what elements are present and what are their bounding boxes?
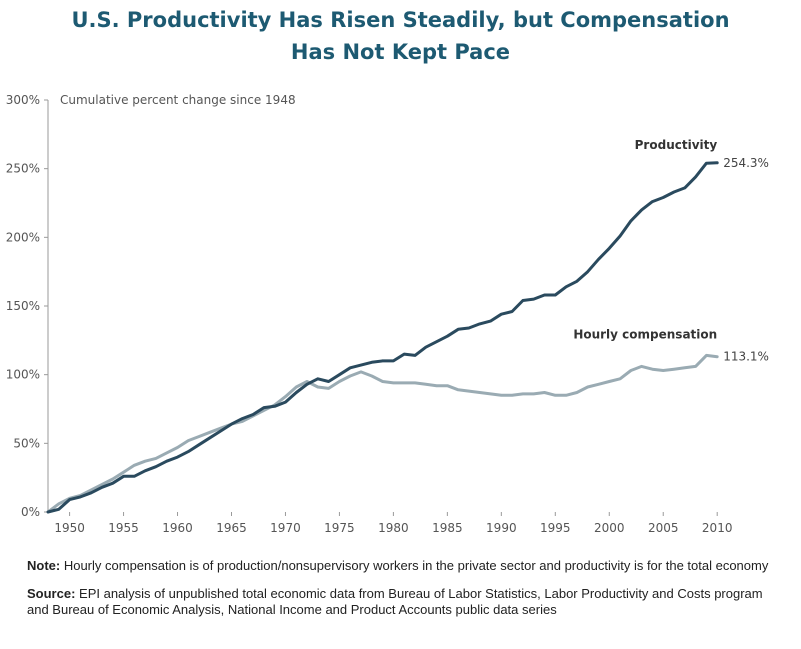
source-label: Source: bbox=[27, 586, 76, 601]
chart-title-line-2: Has Not Kept Pace bbox=[290, 40, 511, 64]
productivity-end-value-label: 254.3% bbox=[723, 156, 769, 170]
y-tick-label: 150% bbox=[6, 299, 40, 313]
x-tick-label: 1955 bbox=[108, 521, 139, 535]
line-chart: 0% 50% 100% 150% 200% 250% 300% Cumulative perc… bbox=[6, 93, 769, 535]
x-tick-label: 1975 bbox=[324, 521, 355, 535]
x-tick-label: 1965 bbox=[216, 521, 247, 535]
source-paragraph: Source: EPI analysis of unpublished tota… bbox=[27, 586, 787, 618]
x-tick-label: 1980 bbox=[378, 521, 409, 535]
y-axis-label: Cumulative percent change since 1948 bbox=[60, 93, 296, 107]
note-text: Hourly compensation is of production/non… bbox=[60, 558, 769, 573]
x-tick-label: 1950 bbox=[54, 521, 85, 535]
productivity-line bbox=[46, 161, 719, 514]
chart-title: U.S. Productivity Has Risen Steadily, bu… bbox=[0, 4, 801, 68]
hourly-compensation-series-label: Hourly compensation bbox=[573, 328, 717, 342]
x-tick-label: 1985 bbox=[432, 521, 463, 535]
note-label: Note: bbox=[27, 558, 61, 573]
x-tick-label: 2010 bbox=[702, 521, 733, 535]
y-tick-label: 250% bbox=[6, 162, 40, 176]
x-tick-label: 1990 bbox=[486, 521, 517, 535]
y-tick-label: 50% bbox=[13, 436, 40, 450]
source-text: EPI analysis of unpublished total econom… bbox=[27, 586, 763, 617]
y-tick-label: 0% bbox=[21, 505, 40, 519]
y-tick-label: 300% bbox=[6, 93, 40, 107]
x-tick-label: 1995 bbox=[540, 521, 571, 535]
x-tick-label: 2005 bbox=[648, 521, 679, 535]
x-tick-label: 1960 bbox=[162, 521, 193, 535]
notes: Note: Hourly compensation is of producti… bbox=[27, 558, 787, 630]
y-tick-label: 100% bbox=[6, 368, 40, 382]
productivity-series-label: Productivity bbox=[635, 138, 718, 152]
note-paragraph: Note: Hourly compensation is of producti… bbox=[27, 558, 787, 574]
hourly-compensation-line bbox=[46, 353, 719, 514]
y-tick-label: 200% bbox=[6, 230, 40, 244]
x-tick-label: 2000 bbox=[594, 521, 625, 535]
chart-title-line-1: U.S. Productivity Has Risen Steadily, bu… bbox=[71, 8, 730, 32]
hourly-compensation-end-value-label: 113.1% bbox=[723, 350, 769, 364]
x-tick-label: 1970 bbox=[270, 521, 301, 535]
